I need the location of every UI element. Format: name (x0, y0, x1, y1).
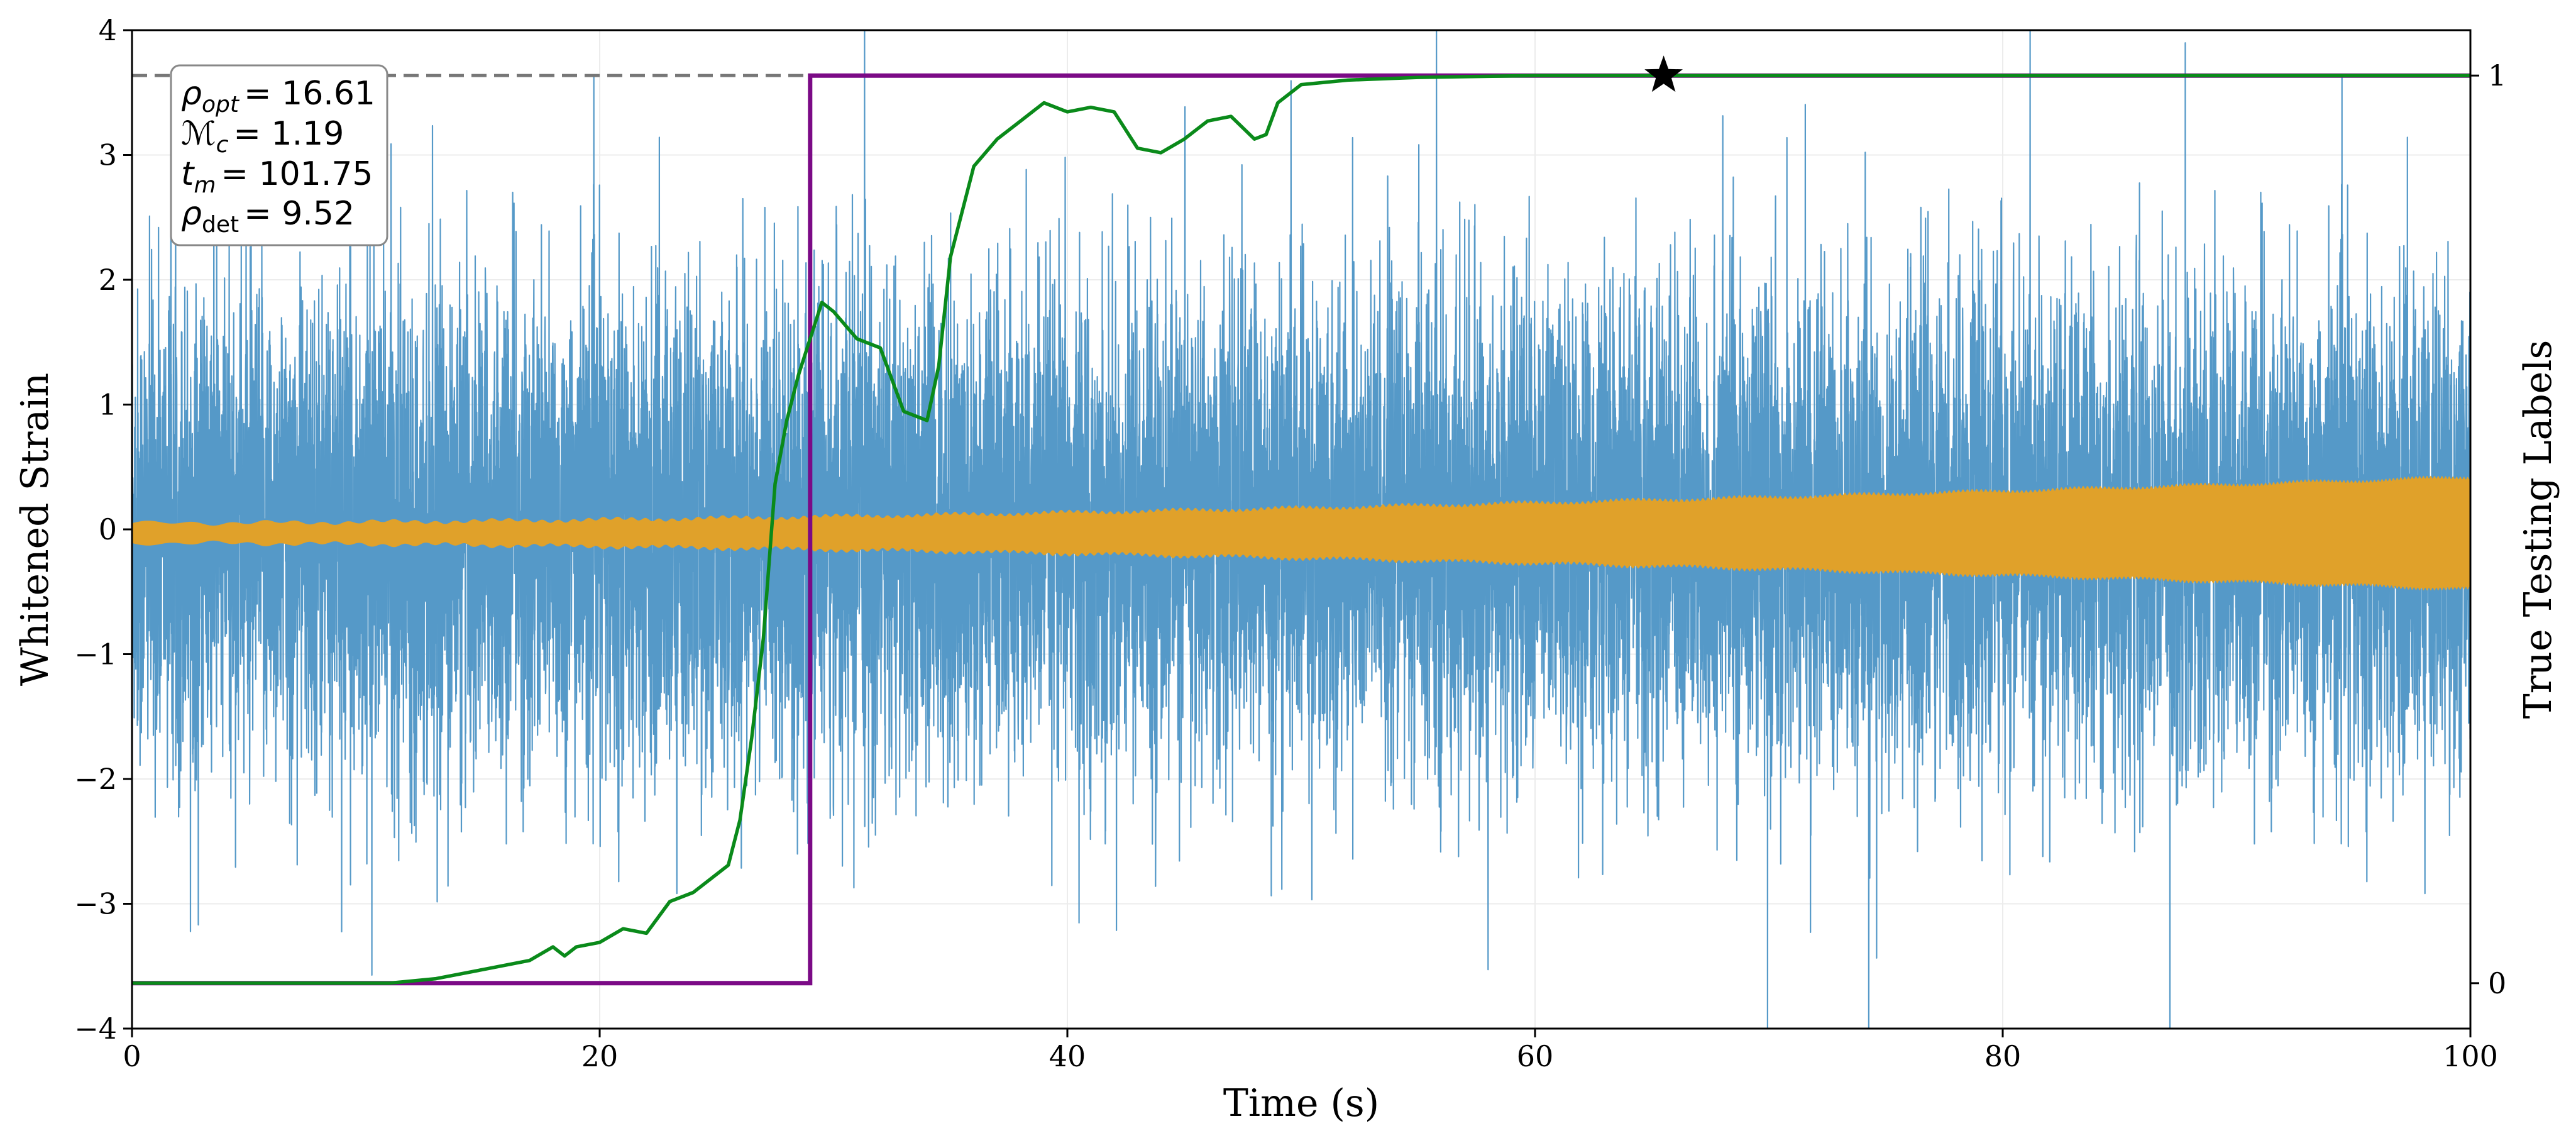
y-axis-label: Whitened Strain (13, 373, 57, 686)
y-tick-label: −4 (74, 1012, 117, 1046)
x-tick-label: 40 (1049, 1039, 1086, 1073)
x-axis-ticks: 0 20 40 60 80 100 (123, 1029, 2498, 1073)
y-tick-label: 1 (99, 388, 117, 422)
y-tick-label: 2 (99, 263, 117, 297)
y-tick-label: 0 (99, 512, 117, 546)
y-axis-ticks: −4 −3 −2 −1 0 1 2 3 4 (74, 13, 132, 1046)
y-tick-label: −2 (74, 762, 117, 796)
y-tick-label: 3 (99, 138, 117, 172)
x-tick-label: 80 (1984, 1039, 2022, 1073)
series-probability (132, 74, 2470, 985)
x-tick-label: 100 (2443, 1039, 2498, 1073)
series-chirp (132, 475, 2470, 591)
annotation-line: ρdet = 9.52 (181, 195, 355, 238)
annotation-line: ρopt = 16.61 (181, 75, 375, 118)
y-tick-label: 4 (99, 13, 117, 47)
annotation-line: ℳc = 1.19 (181, 115, 344, 158)
x-tick-label: 60 (1517, 1039, 1554, 1073)
y-tick-label: −3 (74, 887, 117, 921)
series-group (132, 30, 2470, 1029)
star-marker (1644, 55, 1683, 92)
x-axis-label: Time (s) (1223, 1081, 1379, 1125)
x-tick-label: 0 (123, 1039, 141, 1073)
y-tick-label: −1 (74, 638, 117, 671)
y2-axis-ticks: 01 (2470, 58, 2506, 1000)
y2-tick-label: 0 (2488, 966, 2506, 1000)
x-tick-label: 20 (581, 1039, 619, 1073)
annotation-frame (170, 64, 388, 246)
y2-tick-label: 1 (2488, 58, 2506, 92)
y2-axis-label: True Testing Labels (2516, 340, 2560, 719)
annotation-line: tm = 101.75 (181, 155, 373, 198)
